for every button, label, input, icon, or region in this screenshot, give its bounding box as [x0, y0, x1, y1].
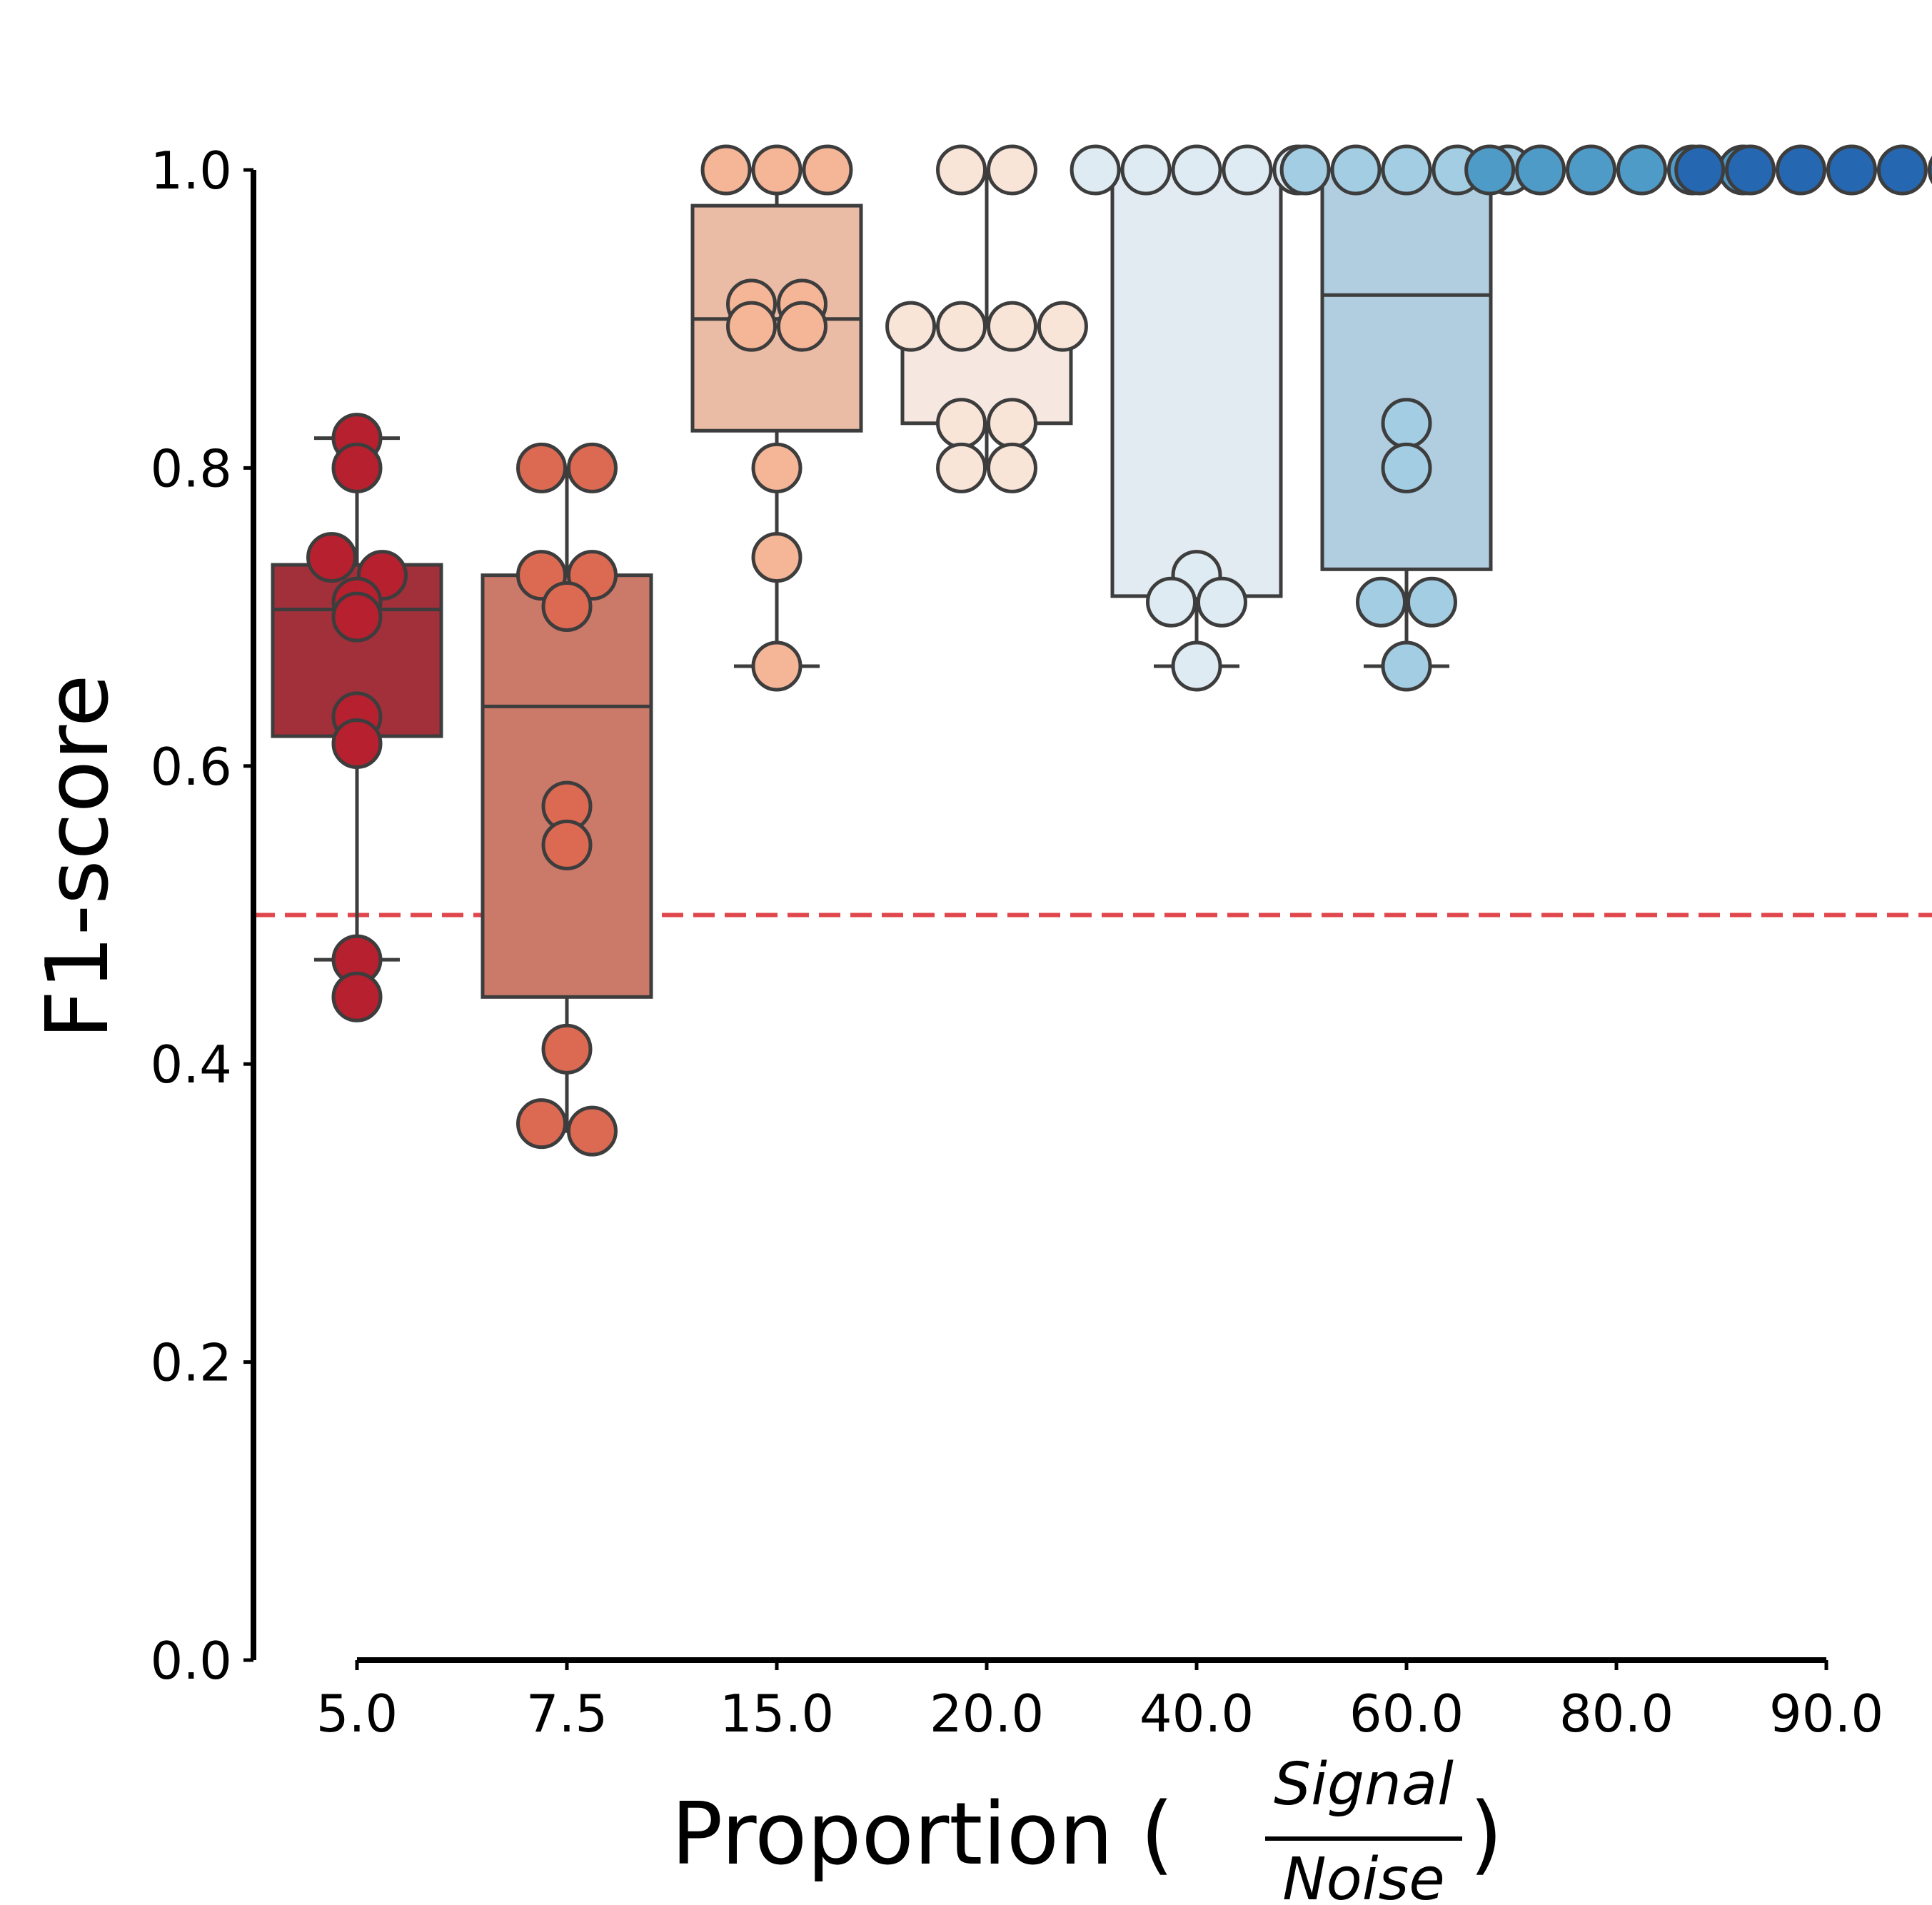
x-axis-title: Proportion ( [671, 1785, 1174, 1884]
data-point [1279, 144, 1331, 196]
point-group-15.0 [700, 144, 853, 692]
x-axis-title-suffix: ) [1469, 1785, 1503, 1884]
data-point [936, 398, 987, 449]
data-point [936, 442, 987, 493]
data-point [331, 971, 383, 1022]
y-axis-title: F1-score [29, 674, 128, 1039]
point-group-20.0 [885, 144, 1088, 493]
x-tick-label: 60.0 [1349, 1684, 1464, 1744]
data-point [1927, 156, 1932, 184]
x-tick-label: 40.0 [1139, 1684, 1254, 1744]
data-point [1037, 301, 1088, 352]
data-point [331, 591, 383, 643]
x-tick-label: 20.0 [930, 1684, 1044, 1744]
data-point [1381, 442, 1432, 493]
data-point [986, 144, 1037, 196]
box [1110, 168, 1283, 598]
data-point [566, 442, 618, 493]
data-point [726, 301, 778, 352]
x-axis-title-numerator: Signal [1274, 1751, 1454, 1819]
data-point [516, 442, 568, 493]
point-group-7.5 [516, 442, 618, 1157]
data-point [1146, 576, 1197, 628]
data-point [1381, 640, 1432, 692]
x-tick-label: 15.0 [720, 1684, 834, 1744]
data-point [802, 144, 853, 196]
data-point [986, 442, 1037, 493]
data-point [1406, 576, 1457, 628]
data-point [1381, 398, 1432, 449]
data-point [1120, 144, 1172, 196]
box-group-15.0 [690, 168, 863, 668]
data-point [1876, 144, 1928, 196]
data-point [751, 532, 803, 583]
data-point [1222, 144, 1273, 196]
data-point [1674, 144, 1726, 196]
data-point [986, 398, 1037, 449]
data-point [1196, 576, 1247, 628]
data-point [566, 1105, 618, 1157]
data-point [1381, 144, 1432, 196]
data-point [516, 1098, 568, 1150]
data-point [1515, 144, 1566, 196]
point-layer [306, 144, 1932, 1157]
y-tick-label: 0.2 [150, 1333, 232, 1393]
data-point [541, 1023, 593, 1075]
data-point [541, 819, 593, 870]
data-point [1776, 144, 1827, 196]
labels-layer: F1-score Proportion ( Signal Noise ) [29, 674, 1503, 1905]
point-group-90.0 [1674, 144, 1932, 196]
data-point [776, 301, 827, 352]
data-point [936, 301, 987, 352]
y-tick-label: 0.0 [150, 1631, 232, 1691]
y-tick-label: 0.4 [150, 1035, 232, 1095]
data-point [306, 532, 358, 583]
x-tick-label: 5.0 [316, 1684, 398, 1744]
x-tick-label: 80.0 [1559, 1684, 1674, 1744]
data-point [1566, 144, 1617, 196]
x-tick-label: 7.5 [526, 1684, 608, 1744]
data-point [751, 144, 803, 196]
box [1320, 168, 1493, 571]
data-point [1464, 144, 1516, 196]
data-point [751, 442, 803, 493]
data-point [1070, 144, 1121, 196]
y-tick-label: 0.6 [150, 737, 232, 797]
data-point [700, 144, 752, 196]
data-point [751, 640, 803, 692]
data-point [1171, 144, 1222, 196]
data-point [1330, 144, 1382, 196]
y-tick-label: 0.8 [150, 438, 232, 498]
data-point [1616, 144, 1667, 196]
x-axis-title-denominator: Noise [1282, 1846, 1444, 1905]
data-point [1826, 144, 1877, 196]
data-point [331, 442, 383, 493]
data-point [1171, 640, 1222, 692]
data-point [986, 301, 1037, 352]
axes-layer: 0.0 0.2 0.4 0.6 0.8 1.0 5.0 7.5 15.0 20.0 40.0 60.0… [150, 141, 1883, 1744]
data-point [936, 144, 987, 196]
data-point [1356, 576, 1407, 628]
x-tick-label: 90.0 [1769, 1684, 1883, 1744]
data-point [885, 301, 937, 352]
y-tick-label: 1.0 [150, 141, 232, 201]
point-group-5.0 [306, 413, 408, 1022]
data-point [541, 580, 593, 632]
data-point [331, 718, 383, 769]
box-layer [271, 168, 1913, 1133]
data-point [1725, 144, 1776, 196]
